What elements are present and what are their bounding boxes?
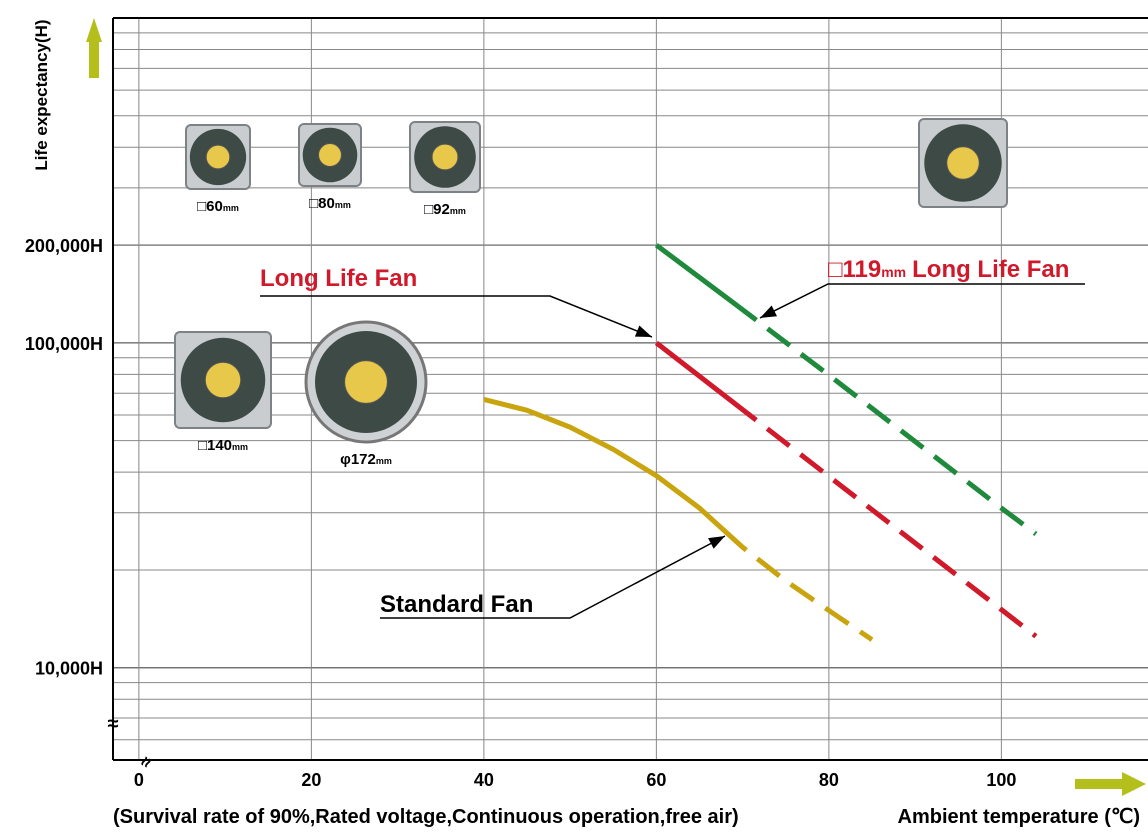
arrow-head [760, 305, 777, 318]
x-axis-label: Ambient temperature (℃) [898, 806, 1141, 828]
fan-unit: mm [450, 206, 466, 216]
fan-size: φ172 [340, 451, 376, 468]
axis-break: ≈ [135, 753, 157, 772]
series-line [654, 340, 1038, 639]
series-line [483, 396, 874, 642]
fan-unit: mm [223, 203, 239, 213]
leader-line [380, 535, 726, 619]
x-tick-label: 80 [819, 770, 839, 790]
legend-label: Standard Fan [380, 591, 533, 618]
y-tick-label: 200,000H [25, 236, 103, 256]
legend-label: Long Life Fan [260, 265, 417, 292]
fan-label: □92mm [424, 201, 466, 218]
fan-hub [205, 144, 231, 170]
fan-unit: mm [335, 200, 351, 210]
fan-size: □140 [198, 437, 232, 454]
right-arrow [1122, 772, 1146, 796]
legend-size: □119 [828, 256, 881, 283]
legend-unit: mm [881, 264, 906, 280]
fan-unit: mm [376, 456, 392, 466]
leader-line [759, 283, 1085, 319]
series-line [654, 243, 1038, 536]
y-axis-label: Life expectancy(H) [32, 19, 51, 170]
fan-hub [344, 360, 388, 404]
fan-size: □60 [197, 198, 223, 215]
legend-label: □119mm Long Life Fan [828, 256, 1069, 283]
y-tick-label: 10,000H [35, 659, 103, 679]
fan-size: □80 [309, 195, 335, 212]
fan-label: □140mm [198, 437, 248, 454]
y-tick-label: 100,000H [25, 334, 103, 354]
right-arrow [1075, 779, 1125, 789]
fan-label: φ172mm [340, 451, 392, 468]
fan-label: □80mm [309, 195, 351, 212]
fan-hub [431, 143, 459, 171]
up-arrow [89, 40, 99, 78]
arrow-head [634, 325, 652, 337]
x-tick-label: 100 [986, 770, 1016, 790]
x-tick-label: 40 [474, 770, 494, 790]
legend-name: Long Life Fan [912, 256, 1069, 283]
x-tick-label: 20 [301, 770, 321, 790]
up-arrow [86, 18, 102, 42]
x-tick-label: 60 [646, 770, 666, 790]
fan-label: □60mm [197, 198, 239, 215]
leader-line [260, 295, 653, 338]
note: (Survival rate of 90%,Rated voltage,Cont… [113, 806, 739, 828]
fan-size: □92 [424, 201, 450, 218]
arrow-head [708, 536, 725, 549]
fan-hub [318, 143, 342, 167]
x-tick-label: 0 [134, 770, 144, 790]
fan-hub [204, 361, 242, 399]
fan-hub [946, 146, 980, 180]
fan-unit: mm [232, 442, 248, 452]
